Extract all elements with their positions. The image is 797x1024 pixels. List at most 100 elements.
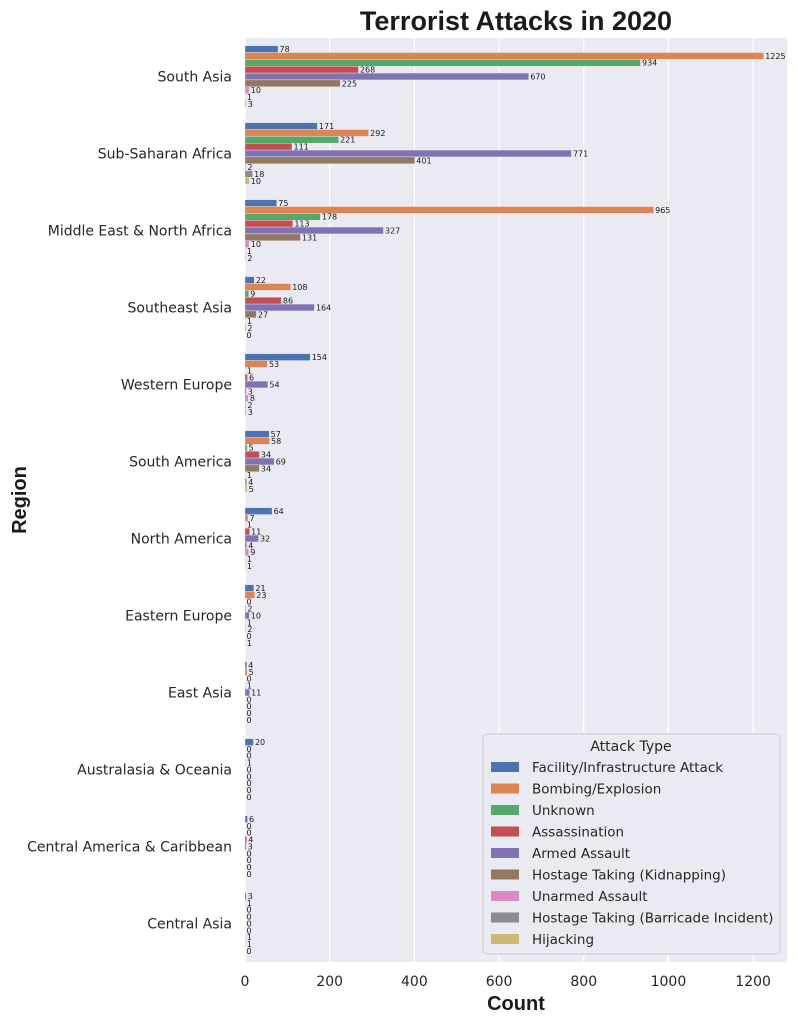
legend-entry: Hostage Taking (Barricade Incident) (532, 911, 773, 927)
value-label: 4 (248, 478, 253, 487)
value-label: 0 (247, 793, 252, 802)
bar (244, 220, 294, 228)
value-label: 58 (271, 437, 281, 446)
legend-swatch (491, 762, 519, 772)
legend-swatch (491, 783, 519, 794)
y-tick-label: Western Europe (121, 378, 232, 394)
bar (244, 611, 250, 620)
value-label: 1 (247, 317, 252, 326)
value-label: 0 (247, 786, 252, 795)
value-label: 57 (271, 430, 281, 439)
bar (244, 815, 248, 823)
x-tick-label: 600 (486, 974, 513, 990)
value-label: 1 (247, 933, 252, 942)
value-label: 7 (249, 514, 254, 523)
bar (244, 310, 257, 318)
chart-title: Terrorist Attacks in 2020 (360, 6, 672, 36)
y-tick-label: South America (129, 455, 232, 471)
bar (244, 380, 269, 389)
bar (244, 430, 270, 438)
bar (244, 457, 275, 466)
x-tick-labels: 0 200 400 600 800 1000 1200 (241, 974, 771, 990)
value-label: 0 (247, 863, 252, 872)
value-label: 0 (247, 675, 252, 684)
value-label: 27 (258, 310, 268, 319)
bar (244, 401, 247, 409)
y-axis-label: Region (9, 466, 31, 534)
value-label: 2 (247, 605, 252, 614)
value-label: 1 (247, 618, 252, 627)
bar (244, 324, 247, 332)
legend-swatch (491, 848, 519, 858)
value-label: 1 (247, 899, 252, 908)
value-label: 401 (416, 156, 431, 165)
value-label: 3 (248, 892, 253, 901)
value-label: 4 (248, 541, 253, 550)
bar (244, 353, 311, 361)
bar (244, 548, 250, 556)
value-label: 11 (251, 688, 261, 697)
value-label: 131 (302, 233, 317, 242)
value-label: 75 (278, 199, 288, 208)
y-tick-label: Eastern Europe (125, 609, 232, 625)
value-label: 0 (247, 870, 252, 879)
value-label: 69 (276, 457, 286, 466)
value-label: 5 (249, 668, 254, 677)
legend-swatch (491, 934, 519, 944)
legend: Attack Type Facility/Infrastructure Atta… (482, 733, 781, 955)
value-label: 21 (255, 584, 265, 593)
y-tick-label: North America (131, 532, 232, 548)
value-label: 20 (255, 738, 265, 747)
value-label: 2 (247, 625, 252, 634)
value-label: 1 (247, 555, 252, 564)
y-tick-label: Middle East & North Africa (48, 224, 232, 240)
y-tick-label: East Asia (168, 686, 232, 702)
value-label: 0 (247, 822, 252, 831)
value-label: 164 (316, 303, 331, 312)
bar (244, 688, 250, 697)
value-label: 0 (247, 598, 252, 607)
x-axis-label: Count (487, 993, 545, 1015)
legend-entry: Unarmed Assault (532, 889, 648, 905)
value-label: 0 (247, 926, 252, 935)
bar (244, 408, 247, 416)
bar (244, 59, 641, 67)
value-label: 10 (251, 86, 261, 95)
bar (244, 240, 250, 248)
value-label: 1 (247, 247, 252, 256)
value-label: 0 (247, 752, 252, 761)
value-label: 0 (247, 856, 252, 865)
value-label: 0 (247, 331, 252, 340)
value-label: 34 (261, 451, 271, 460)
value-label: 22 (256, 276, 266, 285)
value-label: 0 (247, 702, 252, 711)
legend-swatch (491, 912, 519, 923)
value-label: 0 (247, 765, 252, 774)
bar (244, 226, 384, 235)
value-label: 54 (269, 380, 279, 389)
x-tick-label: 0 (241, 974, 250, 990)
value-label: 1225 (765, 52, 785, 61)
value-label: 0 (247, 632, 252, 641)
value-label: 0 (247, 716, 252, 725)
bar (244, 668, 248, 676)
bar (244, 276, 255, 284)
value-label: 64 (274, 507, 284, 516)
value-label: 6 (249, 815, 254, 824)
legend-box (482, 733, 781, 955)
value-label: 0 (247, 779, 252, 788)
x-tick-label: 200 (316, 974, 343, 990)
bar (244, 143, 293, 151)
legend-entry: Bombing/Explosion (532, 782, 661, 798)
x-tick-label: 1200 (735, 974, 771, 990)
bar (244, 507, 273, 515)
value-label: 225 (342, 79, 357, 88)
value-label: 9 (250, 548, 255, 557)
value-label: 327 (385, 226, 400, 235)
value-label: 78 (280, 45, 290, 54)
value-label: 3 (248, 387, 253, 396)
value-label: 2 (247, 401, 252, 410)
bar (244, 163, 247, 171)
y-tick-label: Central America & Caribbean (27, 840, 232, 856)
